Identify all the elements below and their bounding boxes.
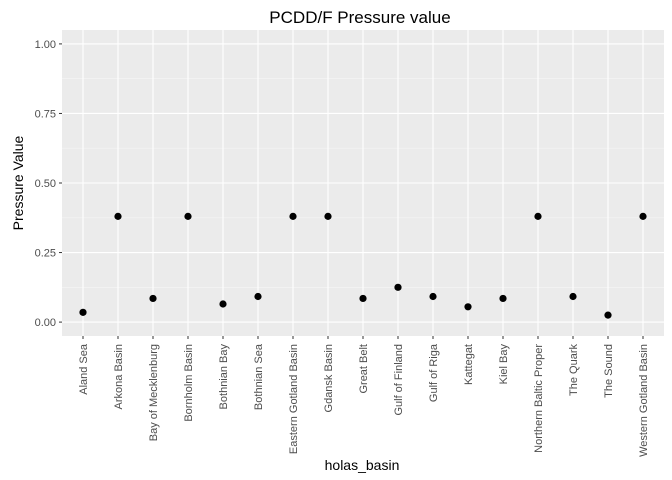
data-point	[499, 294, 507, 303]
x-tick-label: Bornholm Basin	[183, 344, 195, 422]
x-tick-label: Great Belt	[358, 344, 370, 394]
x-tick-label: Gdansk Basin	[323, 344, 335, 412]
x-axis: Aland Sea Arkona Basin Bay of Mecklenburg B…	[78, 336, 650, 457]
data-point	[429, 292, 437, 301]
x-tick-label: Bay of Mecklenburg	[148, 344, 160, 441]
x-tick-label: Aland Sea	[78, 343, 90, 395]
x-tick-label: Kattegat	[463, 344, 475, 385]
y-axis-title: Pressure Value	[10, 135, 26, 230]
data-point	[604, 311, 612, 319]
y-tick-label: 0.50	[35, 178, 56, 190]
data-point	[79, 308, 87, 316]
chart-title: PCDD/F Pressure value	[269, 8, 450, 27]
data-point	[639, 212, 647, 220]
data-point	[324, 212, 332, 220]
major-gridlines	[62, 30, 664, 336]
x-tick-label: Gulf of Finland	[393, 344, 405, 416]
x-tick-label: Western Gotland Basin	[638, 344, 650, 457]
x-tick-label: The Sound	[603, 344, 615, 398]
x-tick-label: Eastern Gotland Basin	[288, 344, 300, 454]
x-tick-label: Bothnian Sea	[253, 343, 265, 410]
y-tick-label: 0.75	[35, 108, 56, 120]
x-tick-label: Bothnian Bay	[218, 344, 230, 410]
data-point	[149, 294, 157, 303]
y-tick-label: 0.00	[35, 317, 56, 329]
x-tick-label: Arkona Basin	[113, 344, 125, 409]
x-axis-title: holas_basin	[325, 457, 400, 473]
data-point	[219, 300, 227, 308]
data-point	[184, 212, 192, 220]
data-point	[464, 303, 472, 311]
data-points	[79, 212, 647, 319]
data-point	[534, 212, 542, 220]
y-tick-label: 1.00	[35, 39, 56, 51]
data-point	[254, 292, 262, 301]
data-point	[359, 294, 367, 303]
x-tick-label: Gulf of Riga	[428, 343, 440, 402]
y-tick-label: 0.25	[35, 248, 56, 260]
data-point	[289, 212, 297, 220]
data-point	[114, 212, 122, 220]
x-tick-label: Kiel Bay	[498, 344, 510, 385]
data-point	[569, 292, 577, 301]
x-tick-label: The Quark	[568, 344, 580, 396]
y-axis: 0.00 0.25 0.50 0.75 1.00	[35, 39, 62, 329]
data-point	[394, 283, 402, 291]
x-tick-label: Northern Baltic Proper	[533, 344, 545, 453]
